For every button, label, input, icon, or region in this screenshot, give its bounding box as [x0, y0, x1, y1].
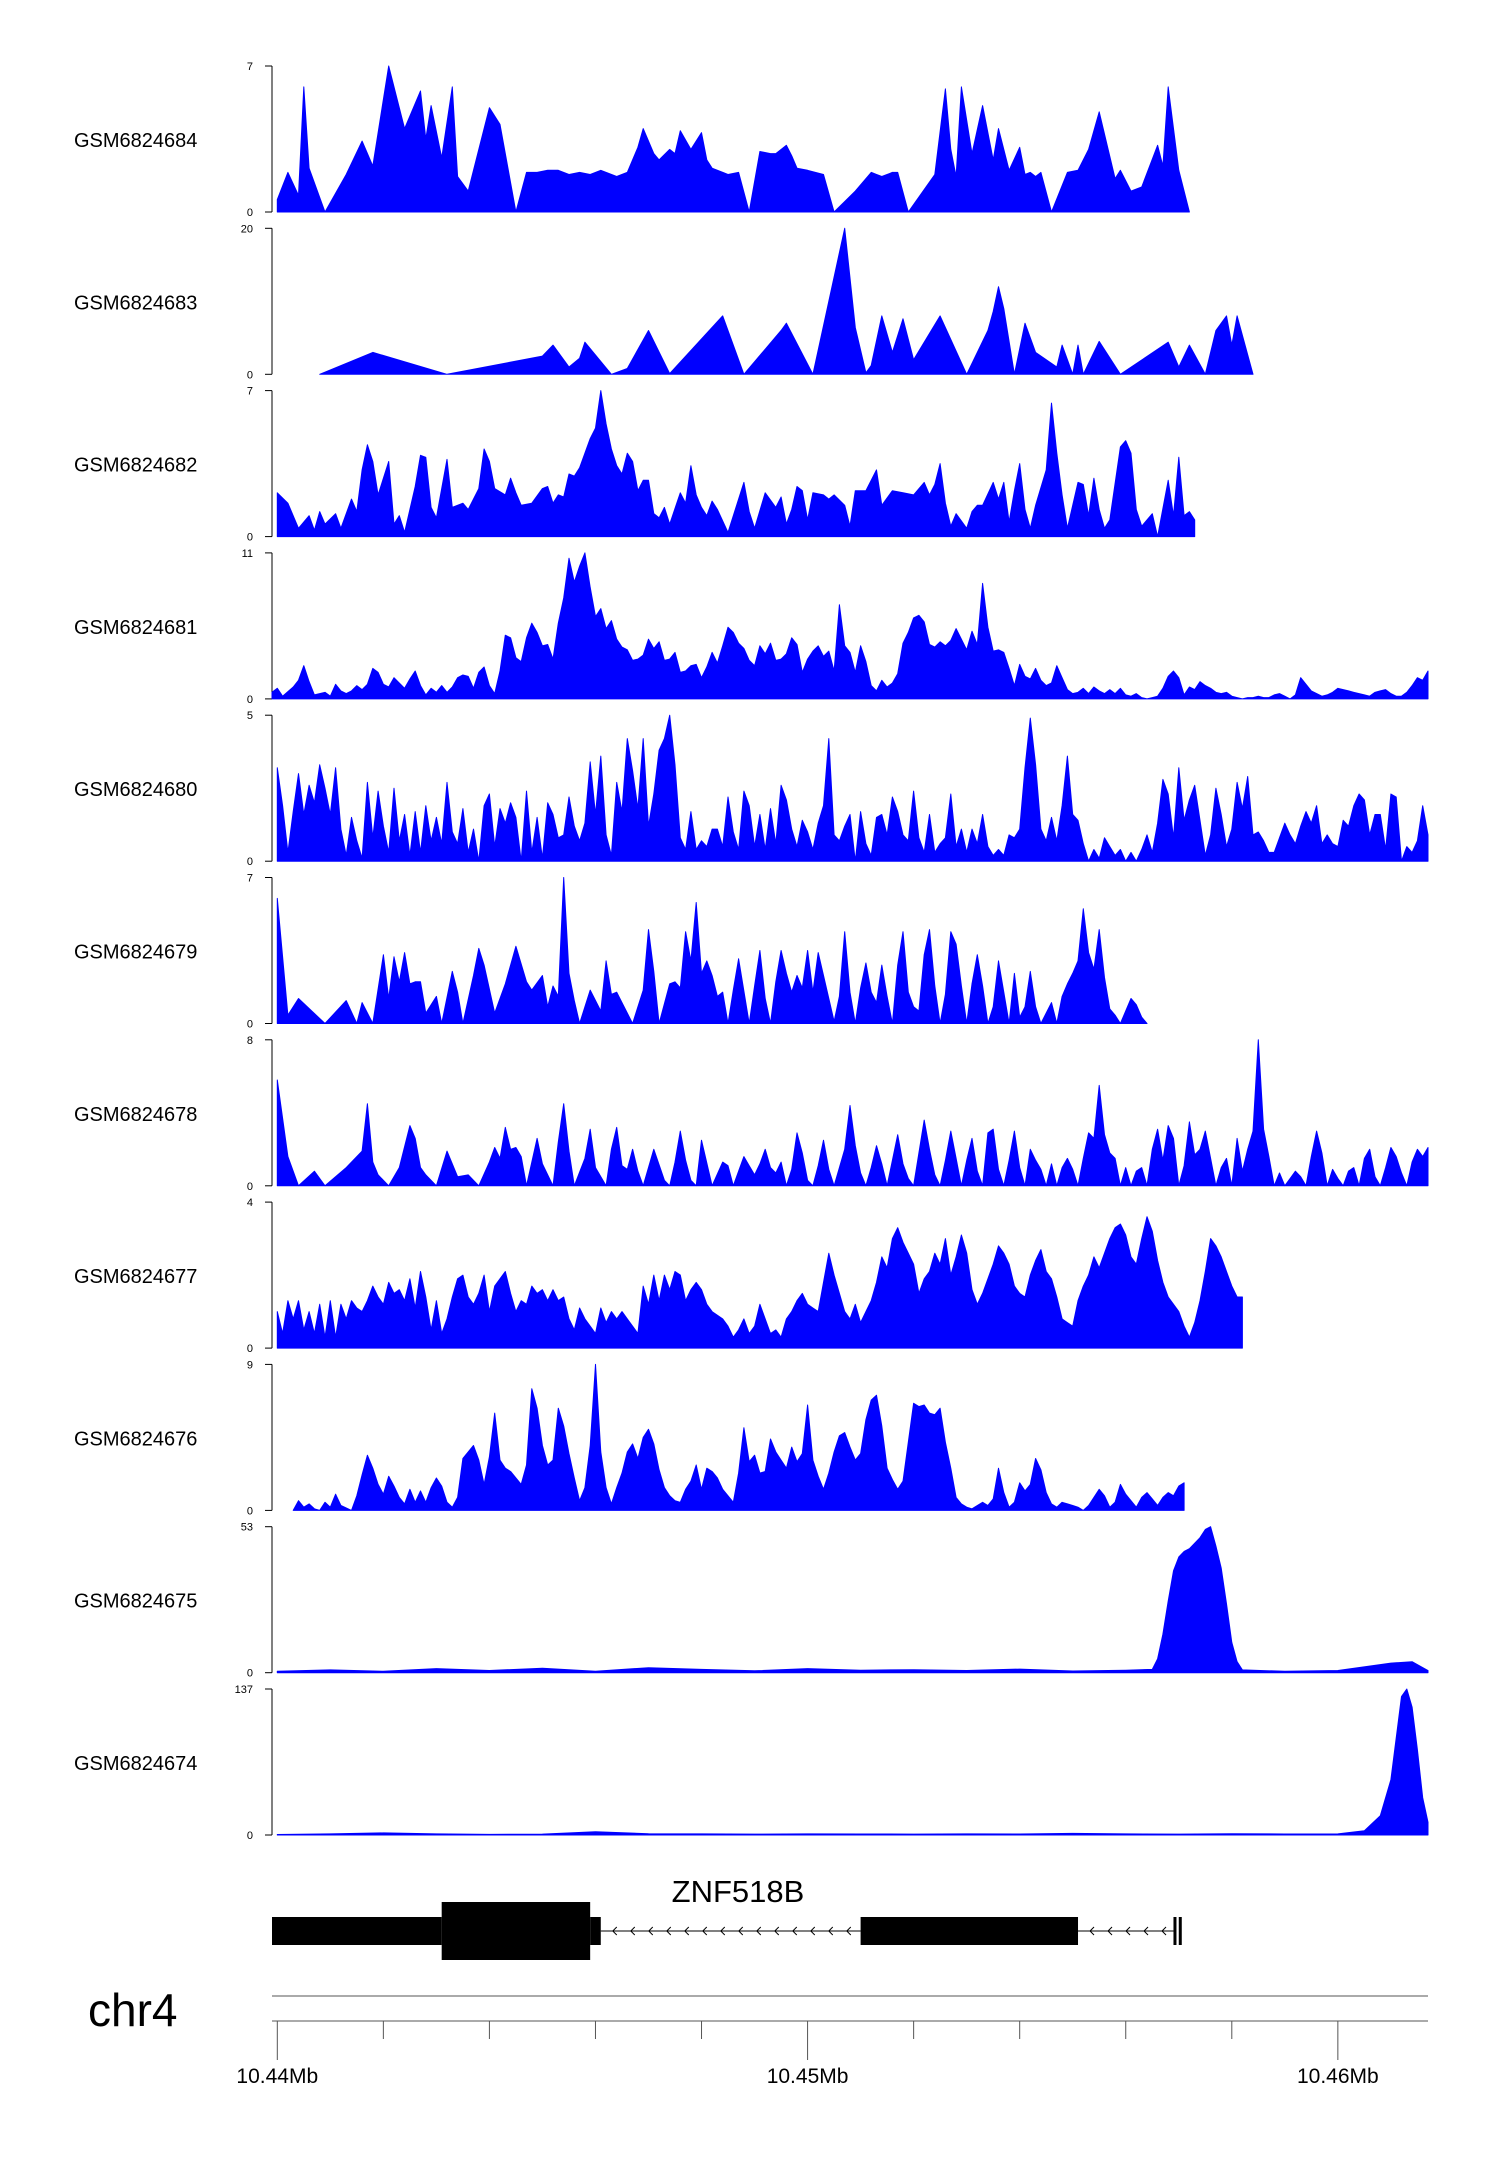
y-axis-max-label: 5: [247, 710, 253, 722]
track-GSM6824680: GSM6824680 5 0: [74, 710, 1429, 868]
signal-area: [276, 714, 1429, 862]
track-label: GSM6824678: [74, 1104, 197, 1126]
y-axis-max-label: 9: [247, 1359, 253, 1371]
signal-area: [276, 1526, 1429, 1674]
strand-arrow: [612, 1926, 618, 1936]
strand-arrow: [1125, 1926, 1131, 1936]
y-axis-max-label: 11: [242, 548, 253, 560]
gene-name-label: ZNF518B: [672, 1874, 805, 1909]
signal-area: [276, 65, 1190, 213]
track-label: GSM6824677: [74, 1266, 197, 1288]
track-GSM6824682: GSM6824682 7 0: [74, 386, 1196, 544]
signal-area: [276, 1216, 1243, 1349]
track-label: GSM6824680: [74, 779, 197, 801]
strand-arrow: [774, 1926, 780, 1936]
track-GSM6824676: GSM6824676 9 0: [74, 1359, 1185, 1517]
track-label: GSM6824674: [74, 1753, 197, 1775]
track-label: GSM6824675: [74, 1591, 197, 1613]
exon: [272, 1917, 442, 1945]
y-axis-min-label: 0: [247, 1181, 253, 1193]
y-axis-min-label: 0: [247, 532, 253, 544]
y-axis-min-label: 0: [247, 856, 253, 868]
genome-axis: chr4 10.44Mb 10.45Mb 10.46Mb: [88, 1984, 1428, 2088]
exon: [590, 1917, 601, 1945]
track-label: GSM6824681: [74, 617, 197, 639]
signal-area: [276, 1039, 1429, 1187]
gene-model: [272, 1902, 1182, 1960]
y-axis-min-label: 0: [247, 369, 253, 381]
strand-arrow: [630, 1926, 636, 1936]
strand-arrow: [792, 1926, 798, 1936]
axis-tick-label: 10.46Mb: [1297, 2065, 1379, 2088]
strand-arrow: [810, 1926, 816, 1936]
y-axis-max-label: 8: [247, 1035, 253, 1047]
y-axis-min-label: 0: [247, 1505, 253, 1517]
y-axis-max-label: 7: [247, 61, 253, 73]
strand-arrow: [756, 1926, 762, 1936]
track-GSM6824678: GSM6824678 8 0: [74, 1035, 1429, 1193]
track-GSM6824674: GSM6824674 137 0: [74, 1684, 1429, 1842]
strand-arrow: [1089, 1926, 1095, 1936]
axis-tick-label: 10.44Mb: [236, 2065, 318, 2088]
strand-arrow: [1107, 1926, 1113, 1936]
y-axis-max-label: 7: [247, 873, 253, 885]
axis-ticks: 10.44Mb 10.45Mb 10.46Mb: [236, 1995, 1428, 2088]
axis-tick-label: 10.45Mb: [767, 2065, 849, 2088]
track-label: GSM6824676: [74, 1428, 197, 1450]
strand-arrow: [684, 1926, 690, 1936]
signal-area: [319, 227, 1254, 375]
y-axis-min-label: 0: [247, 1019, 253, 1031]
track-GSM6824684: GSM6824684 7 0: [74, 61, 1190, 219]
y-axis-max-label: 4: [247, 1197, 253, 1209]
y-axis-max-label: 20: [241, 223, 253, 235]
track-GSM6824681: GSM6824681 11 0: [74, 548, 1429, 706]
chromosome-label: chr4: [88, 1984, 177, 2036]
signal-area: [271, 552, 1429, 700]
y-axis-max-label: 7: [247, 386, 253, 398]
signal-area: [292, 1363, 1185, 1511]
y-axis-max-label: 53: [241, 1522, 253, 1534]
y-axis-min-label: 0: [247, 1668, 253, 1680]
gene-track: ZNF518B: [272, 1874, 1182, 1960]
y-axis-min-label: 0: [247, 1830, 253, 1842]
track-GSM6824679: GSM6824679 7 0: [74, 873, 1148, 1031]
track-label: GSM6824682: [74, 455, 197, 477]
y-axis-min-label: 0: [247, 1343, 253, 1355]
strand-arrow: [846, 1926, 852, 1936]
exon: [1178, 1917, 1182, 1945]
track-GSM6824683: GSM6824683 20 0: [74, 223, 1254, 381]
strand-arrow: [702, 1926, 708, 1936]
strand-arrow: [738, 1926, 744, 1936]
y-axis-max-label: 137: [235, 1684, 253, 1696]
track-GSM6824677: GSM6824677 4 0: [74, 1197, 1243, 1355]
exon: [860, 1917, 1079, 1945]
track-GSM6824675: GSM6824675 53 0: [74, 1522, 1429, 1680]
exon: [1173, 1917, 1177, 1945]
strand-arrow: [1143, 1926, 1149, 1936]
y-axis-min-label: 0: [247, 694, 253, 706]
strand-arrow: [828, 1926, 834, 1936]
strand-arrow: [1161, 1926, 1167, 1936]
track-label: GSM6824679: [74, 942, 197, 964]
coding-exon: [441, 1902, 591, 1960]
signal-tracks: GSM682468470GSM6824683200GSM682468270GSM…: [74, 61, 1429, 1842]
strand-arrow: [720, 1926, 726, 1936]
signal-area: [276, 390, 1196, 538]
track-label: GSM6824684: [74, 130, 197, 152]
track-label: GSM6824683: [74, 292, 197, 314]
signal-area: [276, 1688, 1429, 1836]
signal-area: [276, 877, 1148, 1024]
strand-arrow: [648, 1926, 654, 1936]
y-axis-min-label: 0: [247, 207, 253, 219]
strand-arrow: [666, 1926, 672, 1936]
